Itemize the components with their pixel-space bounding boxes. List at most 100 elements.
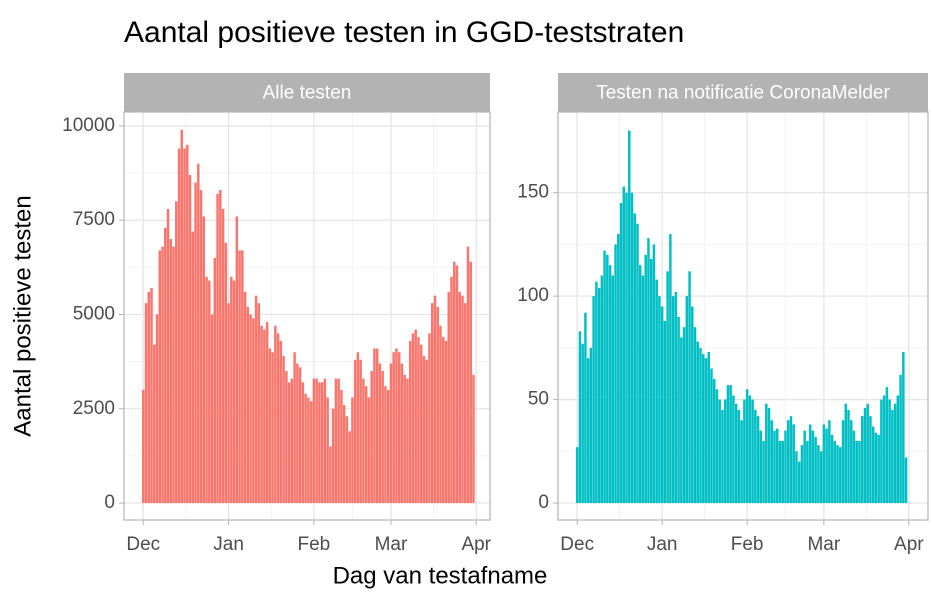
bar [874, 432, 878, 504]
bar [828, 420, 831, 504]
bar [584, 312, 587, 504]
bar [400, 363, 404, 504]
bar [682, 327, 686, 504]
bar [315, 378, 318, 504]
bar [641, 275, 645, 504]
bar [274, 325, 277, 504]
bar [866, 403, 869, 504]
bar [792, 424, 795, 504]
bar [880, 399, 883, 504]
bar [677, 316, 680, 504]
bar [205, 276, 208, 504]
bar [715, 389, 719, 504]
bar [628, 130, 631, 504]
bar [619, 203, 623, 504]
bar [232, 280, 236, 504]
bar [808, 424, 812, 504]
bar [663, 320, 667, 504]
bar [375, 348, 379, 504]
bar [718, 399, 721, 504]
bar [265, 322, 269, 504]
x-tick-label: Jan [213, 534, 244, 555]
bar [649, 258, 653, 504]
bar [450, 276, 453, 504]
bar [743, 399, 746, 504]
bar [652, 244, 656, 504]
bar [389, 363, 393, 504]
bar [417, 337, 420, 504]
bar [177, 148, 181, 504]
bar [384, 386, 387, 504]
bar [466, 246, 470, 504]
panel-border [557, 111, 929, 521]
bar [819, 451, 823, 504]
bar [759, 430, 763, 504]
bar [745, 389, 749, 504]
bar [630, 192, 634, 504]
bar [762, 440, 765, 504]
bar [822, 424, 826, 504]
bar [658, 296, 661, 504]
bar [767, 407, 771, 504]
bar [395, 348, 398, 504]
bar [776, 428, 779, 504]
bar [150, 288, 153, 504]
y-tick-label: 100 [517, 285, 549, 306]
bar [581, 343, 584, 504]
bar [249, 314, 252, 504]
bar [740, 420, 743, 504]
bar [309, 401, 313, 504]
bar [353, 359, 357, 504]
bar [893, 403, 897, 504]
bar [461, 295, 464, 504]
bar [180, 129, 184, 504]
bar [855, 440, 858, 504]
bar [279, 340, 283, 504]
y-tick-label: 7500 [73, 209, 115, 230]
bar [608, 265, 612, 504]
bar [885, 387, 889, 504]
bar [702, 354, 705, 504]
bar [318, 382, 321, 504]
bar [669, 234, 672, 504]
bar [142, 389, 145, 504]
y-tick-label: 50 [528, 389, 549, 410]
bar [469, 261, 472, 504]
bar [161, 246, 164, 504]
bar [902, 352, 905, 504]
bar [155, 314, 159, 504]
bar [276, 333, 280, 504]
bar [680, 337, 683, 504]
bar [210, 314, 214, 504]
bar [282, 355, 285, 504]
bar [362, 378, 365, 504]
bar [221, 208, 225, 504]
bar [213, 257, 217, 504]
bar [455, 265, 459, 504]
bar [342, 404, 346, 504]
bar [732, 395, 735, 504]
bar [685, 296, 689, 504]
bar [238, 250, 241, 504]
bar [175, 201, 178, 504]
bar [367, 397, 371, 504]
bar [287, 382, 291, 504]
bar [260, 325, 263, 504]
bar [841, 420, 845, 504]
bar [348, 431, 351, 504]
bar [186, 144, 189, 504]
bar [329, 446, 332, 504]
bar [351, 397, 354, 504]
y-tick-label: 0 [104, 492, 115, 513]
bar [444, 340, 448, 504]
chart-title: Aantal positieve testen in GGD-teststrat… [124, 16, 684, 49]
bar [726, 385, 730, 504]
bar [227, 303, 230, 504]
bar [729, 385, 732, 504]
bar [712, 378, 716, 504]
bar [595, 281, 598, 504]
bar [345, 416, 349, 504]
bar [660, 306, 664, 504]
bar [575, 447, 579, 504]
bar [647, 238, 650, 504]
